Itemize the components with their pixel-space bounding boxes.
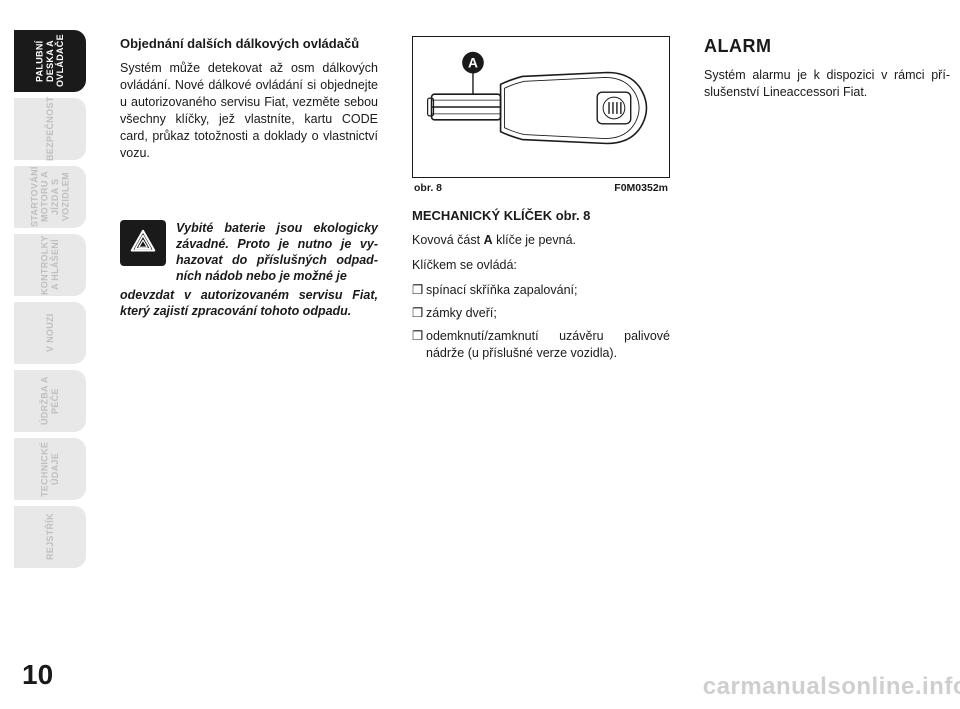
col3-p1: Systém alarmu je k dispozici v rámci pří… [704, 67, 950, 101]
callout-a-letter: A [468, 56, 478, 71]
col2-p2: Klíčkem se ovládá: [412, 257, 670, 274]
col2-list-item-2-text: zámky dveří; [426, 306, 497, 320]
col2-p1: Kovová část A klíče je pevná. [412, 232, 670, 249]
sidebar-tabs: PALUBNÍ DESKA A OVLÁDAČE BEZPEČNOST STAR… [0, 0, 86, 709]
tab-label: BEZPEČNOST [45, 97, 55, 162]
column-2: A obr. 8 F0M0352m MECHANICKÝ KLÍČEK obr.… [412, 36, 670, 709]
tab-startovani[interactable]: STARTOVÁNÍ MOTORU A JÍZDA S VOZIDLEM [14, 166, 86, 228]
tab-label: STARTOVÁNÍ MOTORU A JÍZDA S VOZIDLEM [29, 166, 70, 228]
recycle-icon [120, 220, 166, 266]
figure-8-caption: obr. 8 F0M0352m [412, 182, 670, 194]
tab-kontrolky[interactable]: KONTROLKY A HLÁŠENÍ [14, 234, 86, 296]
col1-heading: Objednání dalších dálkových ovládačů [120, 36, 378, 52]
column-1: Objednání dalších dálkových ovládačů Sys… [120, 36, 378, 709]
figure-8-caption-left: obr. 8 [414, 182, 442, 194]
col2-list-item-3-text: odemknutí/zamknutí uzávěru palivové nádr… [426, 329, 670, 360]
tab-technicke[interactable]: TECHNICKÉ ÚDAJE [14, 438, 86, 500]
col3-heading: ALARM [704, 36, 950, 57]
content: Objednání dalších dálkových ovládačů Sys… [86, 0, 960, 709]
eco-info-text: Vybité baterie jsou ekologicky závadné. … [176, 220, 378, 285]
tab-palubni-deska[interactable]: PALUBNÍ DESKA A OVLÁDAČE [14, 30, 86, 92]
col2-list-item-1-text: spínací skříňka zapalování; [426, 283, 577, 297]
eco-info-text-cont: odevzdat v autorizovaném servisu Fiat, k… [120, 287, 378, 320]
figure-8-key-illustration: A [412, 36, 670, 178]
figure-8-caption-right: F0M0352m [614, 182, 668, 194]
tab-label: V NOUZI [45, 314, 55, 353]
col2-list-item-2: ❒zámky dveří; [412, 305, 670, 322]
col1-p1: Systém může detekovat až osm dálkových o… [120, 60, 378, 161]
col2-list-item-3: ❒odemknutí/zamknutí uzávěru palivové nád… [412, 328, 670, 362]
tab-label: REJSTŘÍK [45, 514, 55, 561]
tab-label: TECHNICKÉ ÚDAJE [40, 438, 61, 500]
list-marker: ❒ [412, 328, 426, 345]
list-marker: ❒ [412, 282, 426, 299]
tab-label: KONTROLKY A HLÁŠENÍ [40, 234, 61, 296]
col2-p1-letter: A [484, 233, 493, 247]
tab-v-nouzi[interactable]: V NOUZI [14, 302, 86, 364]
col2-p1-post: klíče je pevná. [493, 233, 576, 247]
figure-8-wrap: A obr. 8 F0M0352m [412, 36, 670, 194]
col2-heading: MECHANICKÝ KLÍČEK obr. 8 [412, 208, 670, 224]
column-3: ALARM Systém alarmu je k dispozici v rám… [704, 36, 950, 709]
tab-bezpecnost[interactable]: BEZPEČNOST [14, 98, 86, 160]
tab-label: ÚDRŽBA A PÉČE [40, 370, 61, 432]
tab-udrzba[interactable]: ÚDRŽBA A PÉČE [14, 370, 86, 432]
eco-info-box: Vybité baterie jsou ekologicky závadné. … [120, 220, 378, 285]
page: PALUBNÍ DESKA A OVLÁDAČE BEZPEČNOST STAR… [0, 0, 960, 709]
col2-list-item-1: ❒spínací skříňka zapalování; [412, 282, 670, 299]
page-number: 10 [22, 659, 86, 691]
tab-label: PALUBNÍ DESKA A OVLÁDAČE [34, 30, 65, 92]
tab-rejstrik[interactable]: REJSTŘÍK [14, 506, 86, 568]
col2-p1-pre: Kovová část [412, 233, 484, 247]
list-marker: ❒ [412, 305, 426, 322]
